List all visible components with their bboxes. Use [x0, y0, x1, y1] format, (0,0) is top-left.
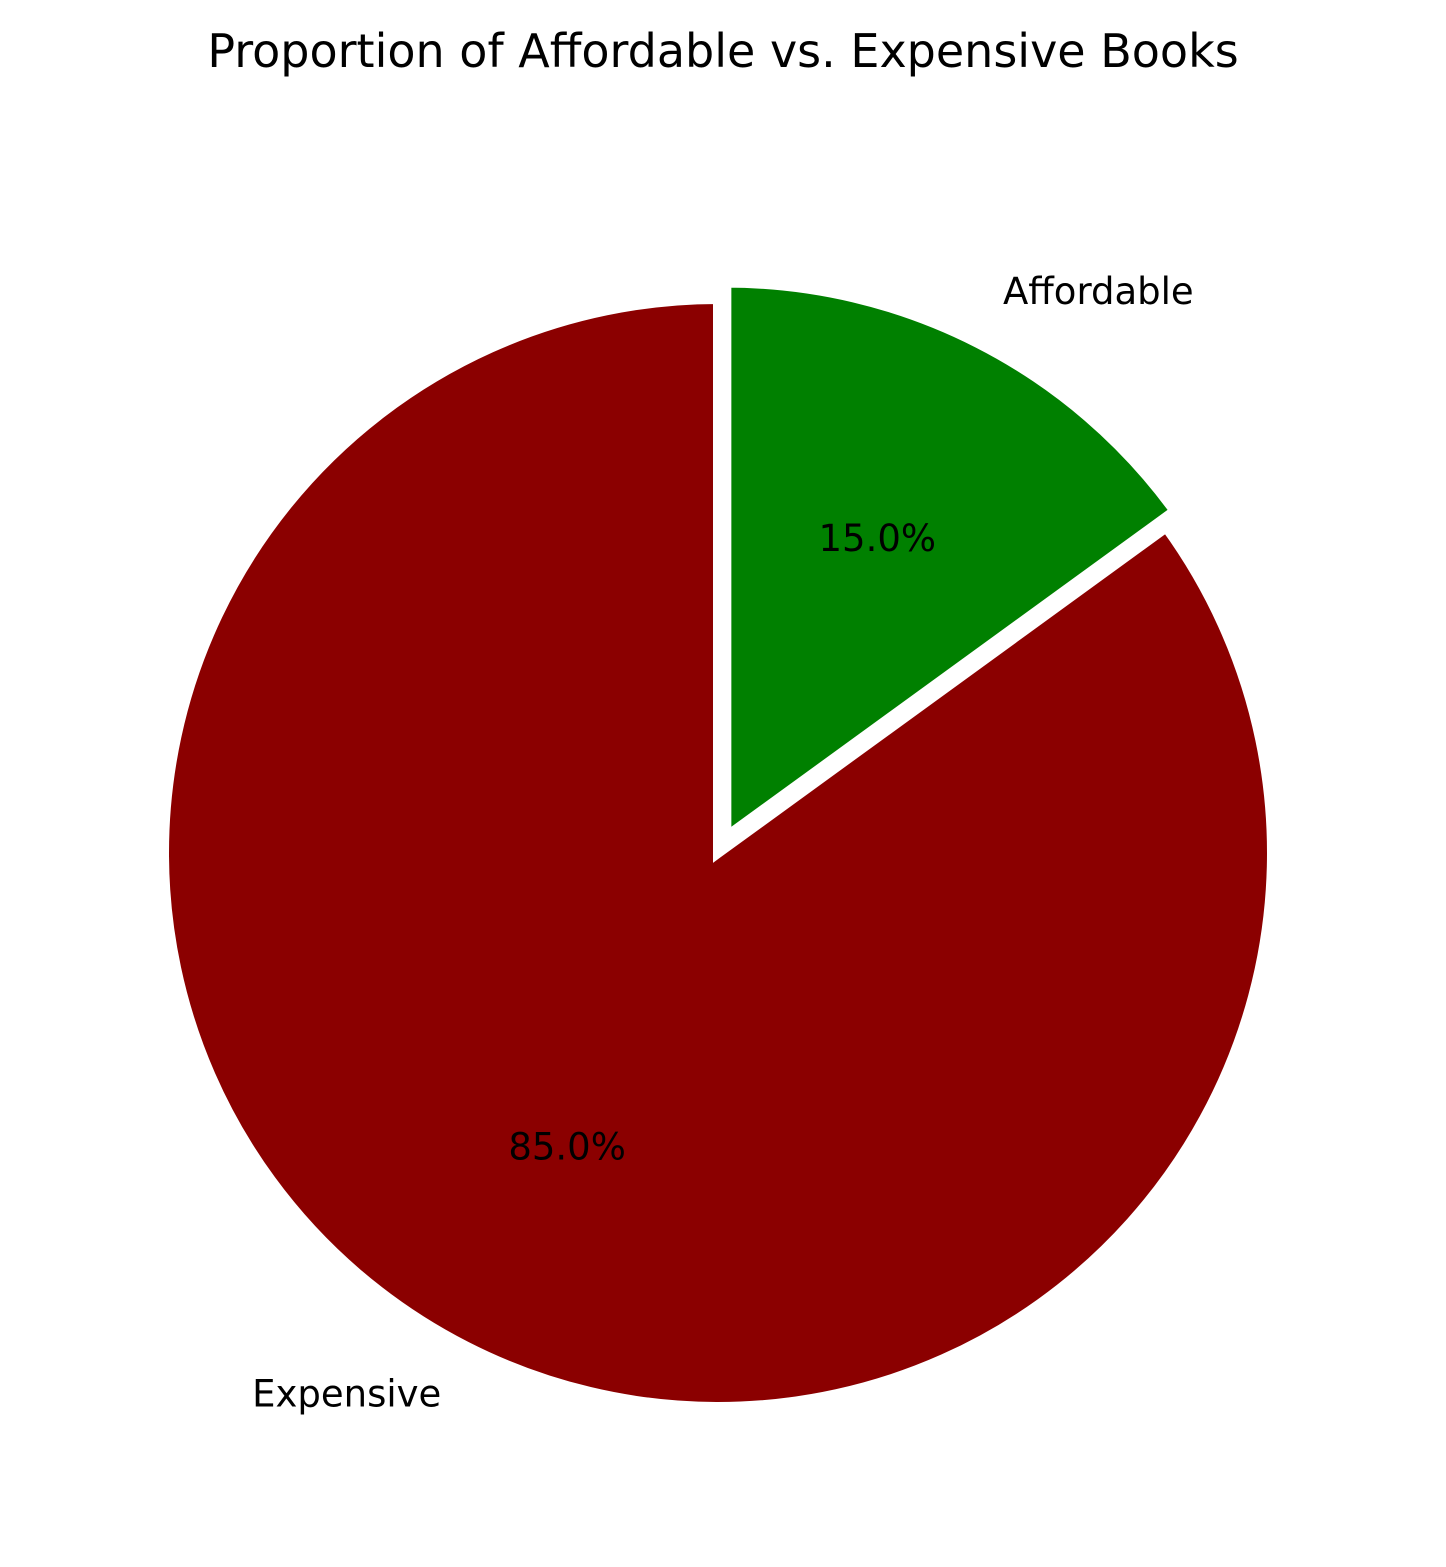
pie-slice-expensive	[159, 293, 1277, 1412]
slice-percent-affordable: 15.0%	[818, 517, 936, 560]
slice-label-affordable: Affordable	[1003, 270, 1194, 313]
chart-title: Proportion of Affordable vs. Expensive B…	[207, 24, 1239, 78]
slice-percent-expensive: 85.0%	[508, 1126, 626, 1169]
pie-slice-affordable	[721, 277, 1182, 847]
slice-label-expensive: Expensive	[252, 1372, 441, 1415]
